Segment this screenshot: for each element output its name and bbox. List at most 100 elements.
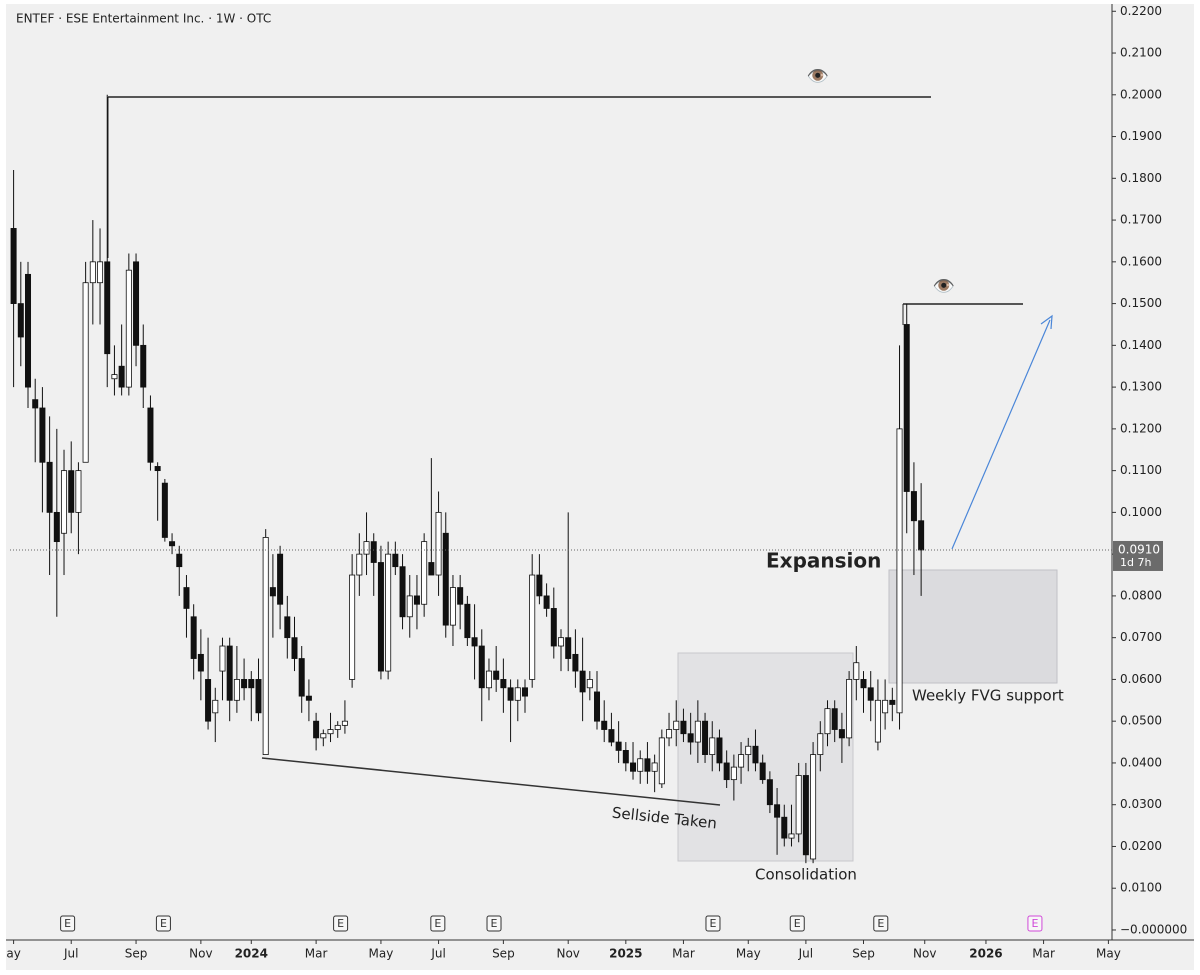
y-tick-label: 0.0200	[1120, 839, 1162, 853]
x-tick-label: Sep	[852, 947, 875, 961]
candle-body	[558, 637, 565, 647]
candle-body	[673, 720, 680, 730]
candle-body	[745, 745, 752, 755]
candle-body	[291, 637, 298, 659]
candle-body	[529, 574, 536, 680]
candle-body	[810, 754, 817, 860]
candle-body	[197, 653, 204, 672]
candle-body	[169, 541, 176, 547]
x-tick-label: 2026	[969, 947, 1002, 961]
chart-title: ENTEF · ESE Entertainment Inc. · 1W · OT…	[16, 12, 271, 26]
event-marker	[333, 915, 349, 932]
candle-body	[457, 587, 464, 605]
candle-body	[262, 537, 269, 755]
candle-body	[493, 670, 500, 680]
candle-body	[550, 608, 557, 647]
x-tick-label: Nov	[189, 947, 212, 961]
sellside-trendline	[261, 757, 721, 806]
candle-body	[61, 470, 68, 534]
candle-body	[565, 637, 572, 659]
last-price-badge	[1113, 540, 1163, 571]
candle-body	[10, 228, 17, 304]
candle-body	[219, 645, 226, 672]
candle-body	[759, 762, 766, 781]
x-tick-label: 2025	[609, 947, 642, 961]
y-tick-label: 0.0800	[1120, 588, 1162, 602]
y-tick-label: 0.2200	[1120, 4, 1162, 18]
candle-body	[658, 737, 665, 785]
candle-body	[334, 724, 341, 730]
candle-body	[161, 482, 168, 538]
candle-body	[349, 574, 356, 680]
candle-body	[824, 708, 831, 735]
event-label: E	[491, 917, 498, 930]
event-marker	[486, 915, 502, 932]
event-label: E	[337, 917, 344, 930]
x-tick-label: 2024	[235, 947, 268, 961]
candle-body	[579, 670, 586, 693]
candle-body	[176, 553, 183, 568]
candle-body	[421, 541, 428, 605]
candle-body	[831, 708, 838, 730]
candle-body	[882, 699, 889, 714]
candle-body	[75, 470, 82, 513]
annotation: Expansion	[766, 549, 881, 573]
event-label: E	[1031, 917, 1038, 930]
candle-body	[255, 679, 262, 714]
candle-body	[241, 679, 248, 689]
candle-body	[356, 553, 363, 576]
candle-body	[500, 679, 507, 689]
candle-body	[572, 653, 579, 672]
event-marker	[430, 915, 446, 932]
candle-body	[449, 587, 456, 626]
y-tick-label: 0.1700	[1120, 213, 1162, 227]
candle-body	[370, 541, 377, 563]
candle-body	[399, 566, 406, 618]
candle-body	[190, 616, 197, 659]
candle-body	[514, 687, 521, 701]
candle-body	[853, 662, 860, 680]
y-tick-label: 0.0400	[1120, 755, 1162, 769]
candle-body	[485, 670, 492, 689]
x-tick-label: Mar	[672, 947, 695, 961]
y-tick-label: 0.2000	[1120, 87, 1162, 101]
candle-body	[226, 645, 233, 701]
y-tick-label: 0.2100	[1120, 46, 1162, 60]
event-label: E	[434, 917, 441, 930]
y-tick-label: 0.0600	[1120, 672, 1162, 686]
candle-body	[327, 729, 334, 735]
candle-body	[874, 699, 881, 743]
candle-body	[133, 261, 140, 346]
candle-body	[903, 324, 910, 492]
candle-body	[68, 470, 75, 513]
last-price-label: 0.0910	[1118, 542, 1160, 556]
x-tick-label: Jul	[798, 947, 813, 961]
x-tick-label: Sep	[125, 947, 148, 961]
x-tick-label: May	[736, 947, 761, 961]
candle-body	[46, 461, 53, 513]
candle-body	[666, 729, 673, 739]
x-tick-label: Jul	[430, 947, 445, 961]
eye-icon: 👁️	[807, 66, 829, 87]
candle-body	[32, 399, 39, 409]
candle-body	[363, 541, 370, 555]
candle-body	[716, 737, 723, 764]
y-tick-label: 0.1000	[1120, 505, 1162, 519]
candle-body	[644, 758, 651, 772]
candle-body	[788, 833, 795, 839]
target-arrow	[951, 319, 1051, 550]
candle-body	[269, 587, 276, 597]
fvg-box	[888, 569, 1058, 684]
y-tick-label: 0.1900	[1120, 129, 1162, 143]
candle-body	[377, 562, 384, 672]
candle-body	[507, 687, 514, 701]
candle-body	[305, 695, 312, 701]
candle-body	[97, 261, 104, 284]
event-label: E	[64, 917, 71, 930]
event-marker	[873, 915, 889, 932]
candle-body	[694, 720, 701, 743]
candle-body	[341, 720, 348, 726]
candle-body	[910, 491, 917, 522]
event-marker	[705, 915, 721, 932]
